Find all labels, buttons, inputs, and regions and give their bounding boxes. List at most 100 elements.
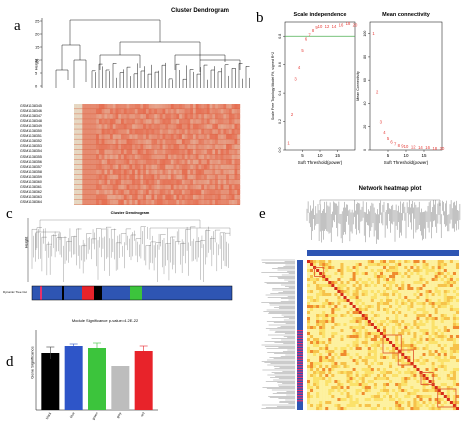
heatmap-cell [383, 398, 387, 402]
left-module-stripe [297, 382, 303, 384]
heatmap-cell [170, 194, 174, 200]
heatmap-cell [137, 179, 141, 185]
heatmap-cell [419, 302, 423, 306]
panel-b-ytick-label: 60 [363, 78, 367, 82]
heatmap-cell [452, 377, 457, 381]
heatmap-cell [217, 184, 221, 190]
heatmap-cell [392, 401, 396, 405]
heatmap-cell [367, 272, 371, 276]
heatmap-cell [446, 272, 450, 276]
heatmap-cell [162, 159, 166, 165]
heatmap-cell [154, 144, 158, 150]
heatmap-cell [154, 194, 158, 200]
heatmap-cell [234, 194, 238, 200]
heatmap-cell [90, 114, 94, 119]
heatmap-cell [452, 332, 457, 336]
heatmap-cell [376, 362, 381, 366]
heatmap-cell [379, 368, 384, 372]
heatmap-cell [137, 194, 141, 200]
heatmap-cell [340, 386, 344, 390]
heatmap-cell [337, 341, 341, 345]
heatmap-cell [322, 308, 326, 312]
heatmap-cell [389, 266, 393, 270]
heatmap-diagonal-cell [373, 326, 377, 329]
heatmap-cell [137, 169, 141, 175]
heatmap-cell [379, 389, 384, 393]
heatmap-cell [176, 174, 180, 180]
heatmap-cell [452, 335, 457, 339]
heatmap-cell [398, 278, 402, 282]
heatmap-cell [340, 383, 344, 387]
heatmap-cell [376, 368, 381, 372]
heatmap-cell [346, 308, 350, 312]
heatmap-cell [143, 149, 147, 155]
heatmap-cell [121, 174, 124, 180]
heatmap-cell [307, 389, 311, 393]
heatmap-cell [389, 263, 393, 267]
heatmap-cell [215, 134, 219, 139]
heatmap-cell [76, 109, 80, 114]
heatmap-cell [352, 323, 356, 327]
heatmap-cell [316, 272, 320, 276]
heatmap-cell [443, 371, 447, 375]
heatmap-cell [237, 109, 241, 114]
heatmap-cell [310, 266, 314, 270]
heatmap-cell [307, 404, 311, 408]
heatmap-cell [419, 314, 423, 318]
heatmap-cell [425, 293, 429, 297]
heatmap-cell [416, 308, 420, 312]
heatmap-cell [74, 164, 77, 170]
heatmap-cell [452, 284, 457, 288]
panel-b-point-label: 10 [404, 144, 409, 149]
heatmap-cell [370, 365, 374, 369]
heatmap-cell [162, 174, 166, 180]
heatmap-cell [343, 305, 347, 309]
heatmap-cell [383, 389, 387, 393]
heatmap-cell [162, 154, 166, 160]
panel-b-ytick-label: 100 [363, 31, 367, 37]
heatmap-diagonal-cell [376, 329, 380, 332]
heatmap-cell [184, 144, 188, 150]
heatmap-cell [452, 269, 457, 273]
heatmap-cell [398, 287, 402, 291]
heatmap-cell [437, 383, 441, 387]
heatmap-cell [123, 149, 127, 155]
heatmap-cell [346, 317, 350, 321]
heatmap-cell [331, 404, 335, 408]
heatmap-cell [316, 383, 320, 387]
heatmap-cell [395, 278, 399, 282]
heatmap-cell [395, 272, 399, 276]
heatmap-cell [82, 174, 86, 180]
heatmap-cell [367, 359, 371, 363]
heatmap-cell [316, 371, 320, 375]
heatmap-cell [407, 341, 411, 345]
heatmap-cell [437, 278, 441, 282]
heatmap-cell [440, 401, 444, 405]
heatmap-cell [179, 129, 183, 134]
panel-e-top-dendrogram [306, 199, 461, 244]
heatmap-cell [410, 353, 414, 357]
heatmap-cell [313, 305, 317, 309]
heatmap-cell [109, 114, 113, 119]
heatmap-cell [212, 154, 216, 160]
heatmap-cell [337, 272, 341, 276]
heatmap-cell [404, 299, 408, 303]
heatmap-cell [449, 329, 454, 333]
heatmap-cell [364, 326, 368, 330]
heatmap-cell [316, 320, 320, 324]
heatmap-cell [428, 362, 432, 366]
heatmap-cell [223, 104, 227, 109]
heatmap-cell [192, 139, 196, 144]
heatmap-cell [392, 320, 396, 324]
heatmap-cell [328, 365, 332, 369]
heatmap-cell [392, 392, 396, 396]
heatmap-cell [237, 144, 241, 150]
heatmap-cell [449, 365, 454, 369]
heatmap-cell [319, 293, 323, 297]
heatmap-cell [307, 374, 311, 378]
heatmap-cell [386, 293, 390, 297]
heatmap-cell [343, 332, 347, 336]
heatmap-cell [349, 377, 353, 381]
heatmap-cell [82, 104, 86, 109]
heatmap-cell [206, 119, 210, 124]
